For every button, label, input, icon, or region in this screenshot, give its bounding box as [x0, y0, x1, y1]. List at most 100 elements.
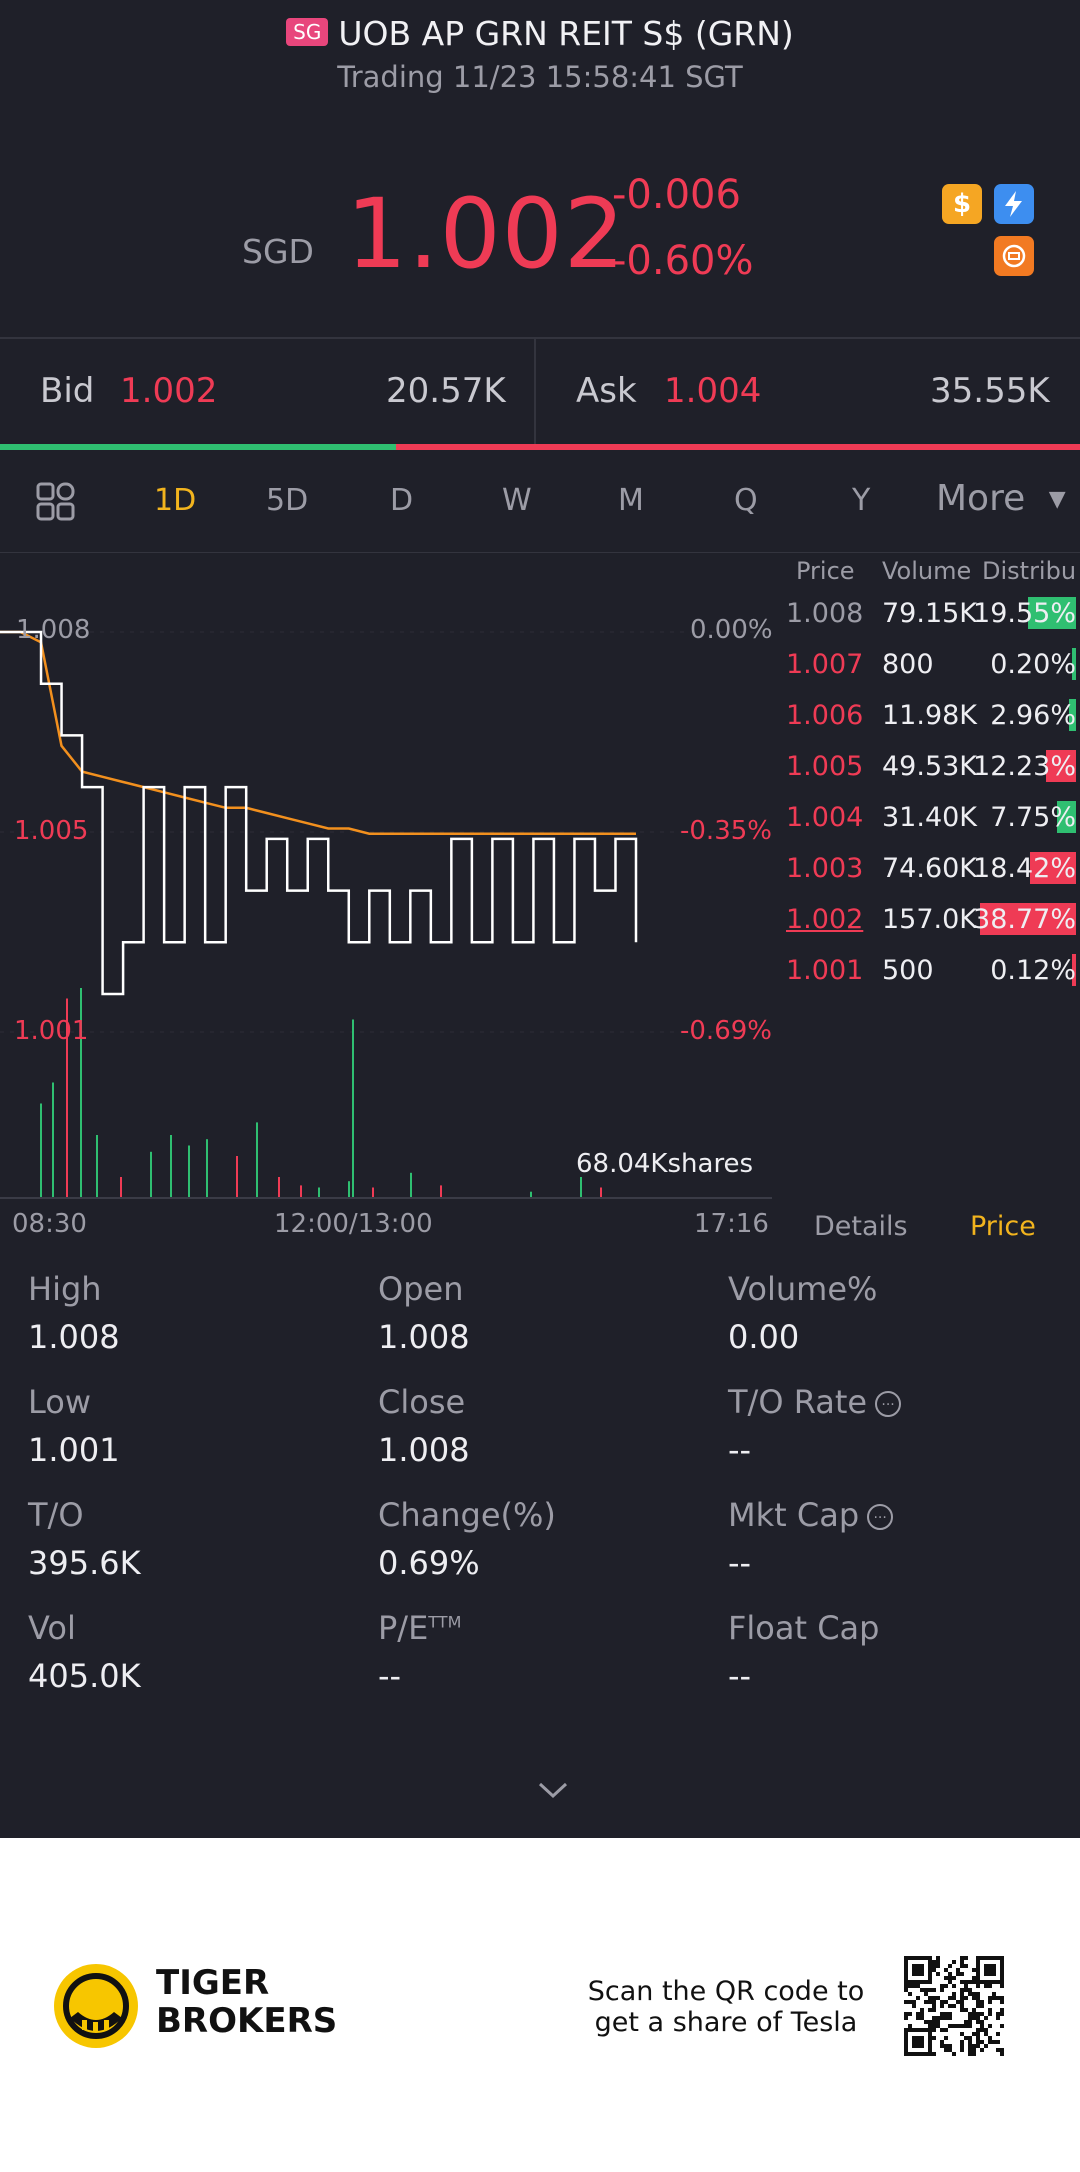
qr-module [976, 1980, 980, 1984]
distribution-bar [1068, 699, 1076, 731]
stat-label: T/O [28, 1496, 141, 1534]
stat-value: -- [728, 1431, 752, 1469]
divider [534, 339, 536, 445]
tab-more[interactable]: More ▼ [936, 478, 1066, 519]
qr-module [936, 1960, 940, 1964]
bid-ask-ratio-bar [0, 444, 1080, 450]
divider [0, 337, 1080, 339]
ask-label: Ask [576, 371, 637, 411]
qr-module [908, 1984, 912, 1988]
tab-1d[interactable]: 1D [154, 483, 197, 518]
qr-module [936, 1996, 940, 2000]
qr-module [908, 2012, 912, 2016]
qr-module [988, 2000, 992, 2004]
chevron-down-icon: ▼ [1048, 487, 1066, 512]
stat-label-text: Mkt Cap [728, 1496, 860, 1534]
qr-module [968, 2044, 972, 2048]
qr-module [972, 1976, 976, 1980]
tab-details[interactable]: Details [814, 1211, 908, 1242]
qr-module [932, 1996, 936, 2000]
price-distribution-table: 1.008 79.15K 19.55% 1.007 800 0.20% 1.006 11.98… [786, 588, 1080, 996]
tab-more-label: More [936, 478, 1026, 519]
ob-distribution: 38.77% [973, 904, 1076, 935]
qr-module [1000, 2048, 1004, 2052]
qr-module [932, 2052, 936, 2056]
qr-module [948, 1980, 952, 1984]
volume-bar [256, 1122, 258, 1198]
qr-module [908, 1992, 912, 1996]
lightning-icon[interactable] [994, 184, 1034, 224]
qr-module [928, 1976, 932, 1980]
qr-module [908, 1956, 912, 1960]
stat-label: T/O Rate ··· [728, 1383, 902, 1421]
qr-module [960, 1992, 964, 1996]
volume-bar [80, 988, 82, 1198]
qr-module [960, 2004, 964, 2008]
volume-bar [352, 1019, 354, 1198]
qr-module [912, 2000, 916, 2004]
tab-w[interactable]: W [502, 483, 532, 518]
price-change: -0.006 [612, 172, 741, 218]
qr-module [988, 2012, 992, 2016]
stat-label: P/ETTM [378, 1609, 461, 1647]
qr-module [976, 1956, 980, 1960]
qr-module [932, 1988, 936, 1992]
qr-module [976, 2032, 980, 2036]
qr-module [940, 2000, 944, 2004]
volume-bar [348, 1181, 350, 1198]
qr-module [992, 1968, 996, 1972]
layout-grid-icon[interactable] [36, 482, 76, 526]
qr-module [964, 2020, 968, 2024]
qr-module [948, 2024, 952, 2028]
qr-module [928, 2040, 932, 2044]
qr-module [960, 1972, 964, 1976]
brand-line-1: TIGER [156, 1963, 270, 2003]
qr-module [940, 2028, 944, 2032]
qr-module [988, 1972, 992, 1976]
qr-module [920, 1964, 924, 1968]
divider [0, 552, 1080, 553]
volume-bar [150, 1151, 152, 1198]
qr-module [928, 2008, 932, 2012]
quote-header: SG UOB AP GRN REIT S$ (GRN) Trading 11/23… [0, 0, 1080, 330]
tab-price[interactable]: Price [970, 1211, 1036, 1242]
qr-module [904, 1968, 908, 1972]
tab-5d[interactable]: 5D [266, 483, 309, 518]
tab-d[interactable]: D [390, 483, 414, 518]
qr-module [980, 2012, 984, 2016]
ob-volume: 11.98K [882, 700, 978, 731]
stat-label: High [28, 1270, 120, 1308]
qr-module [972, 2008, 976, 2012]
qr-module [1000, 2008, 1004, 2012]
tab-q[interactable]: Q [734, 483, 758, 518]
shariah-badge-icon[interactable] [994, 236, 1034, 276]
qr-module [924, 2052, 928, 2056]
intraday-chart[interactable] [0, 554, 780, 1234]
dollar-icon[interactable]: $ [942, 184, 982, 224]
stat-label-text: Close [378, 1383, 466, 1421]
x-label-open: 08:30 [12, 1209, 87, 1239]
qr-module [960, 1996, 964, 2000]
qr-module [948, 1964, 952, 1968]
qr-module [916, 2012, 920, 2016]
stat-label: Float Cap [728, 1609, 879, 1647]
more-info-icon[interactable]: ··· [875, 1391, 902, 1417]
qr-module [972, 1996, 976, 2000]
tab-m[interactable]: M [618, 483, 644, 518]
ob-price: 1.002 [786, 904, 864, 935]
qr-module [904, 2036, 908, 2040]
more-info-icon[interactable]: ··· [867, 1504, 894, 1530]
tiger-logo-icon [52, 1962, 140, 2054]
qr-module [928, 1980, 932, 1984]
qr-code-icon[interactable] [904, 1956, 1004, 2056]
ob-distribution: 19.55% [973, 598, 1076, 629]
expand-chevron-icon[interactable] [537, 1780, 569, 1804]
volume-label: 68.04Kshares [576, 1149, 754, 1179]
ob-volume: 31.40K [882, 802, 978, 833]
qr-module [1000, 1976, 1004, 1980]
qr-module [1000, 1972, 1004, 1976]
qr-module [912, 2036, 916, 2040]
volume-bar [170, 1135, 172, 1198]
qr-module [984, 1980, 988, 1984]
tab-y[interactable]: Y [852, 483, 871, 518]
